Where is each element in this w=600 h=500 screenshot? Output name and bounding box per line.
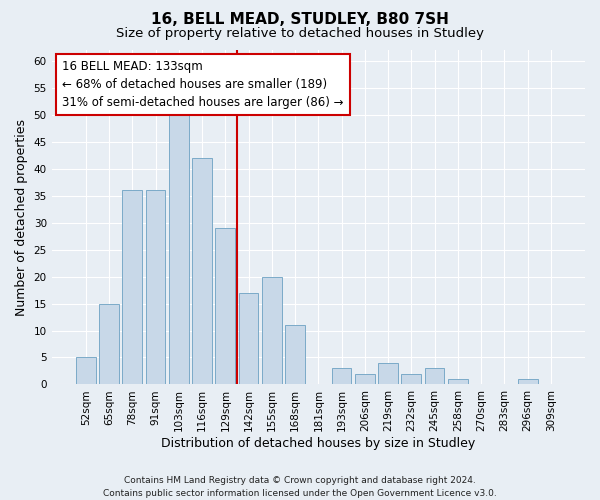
- Bar: [76, 358, 95, 384]
- Bar: [425, 368, 445, 384]
- Bar: [285, 325, 305, 384]
- Text: Size of property relative to detached houses in Studley: Size of property relative to detached ho…: [116, 28, 484, 40]
- Text: 16 BELL MEAD: 133sqm
← 68% of detached houses are smaller (189)
31% of semi-deta: 16 BELL MEAD: 133sqm ← 68% of detached h…: [62, 60, 344, 109]
- Bar: [518, 379, 538, 384]
- Y-axis label: Number of detached properties: Number of detached properties: [15, 118, 28, 316]
- Bar: [122, 190, 142, 384]
- Bar: [262, 276, 282, 384]
- Bar: [99, 304, 119, 384]
- Bar: [215, 228, 235, 384]
- Bar: [355, 374, 375, 384]
- Bar: [169, 114, 188, 384]
- Bar: [378, 363, 398, 384]
- Bar: [332, 368, 352, 384]
- Bar: [146, 190, 166, 384]
- X-axis label: Distribution of detached houses by size in Studley: Distribution of detached houses by size …: [161, 437, 475, 450]
- Bar: [401, 374, 421, 384]
- Bar: [239, 293, 259, 384]
- Bar: [448, 379, 468, 384]
- Bar: [192, 158, 212, 384]
- Text: Contains HM Land Registry data © Crown copyright and database right 2024.
Contai: Contains HM Land Registry data © Crown c…: [103, 476, 497, 498]
- Text: 16, BELL MEAD, STUDLEY, B80 7SH: 16, BELL MEAD, STUDLEY, B80 7SH: [151, 12, 449, 28]
